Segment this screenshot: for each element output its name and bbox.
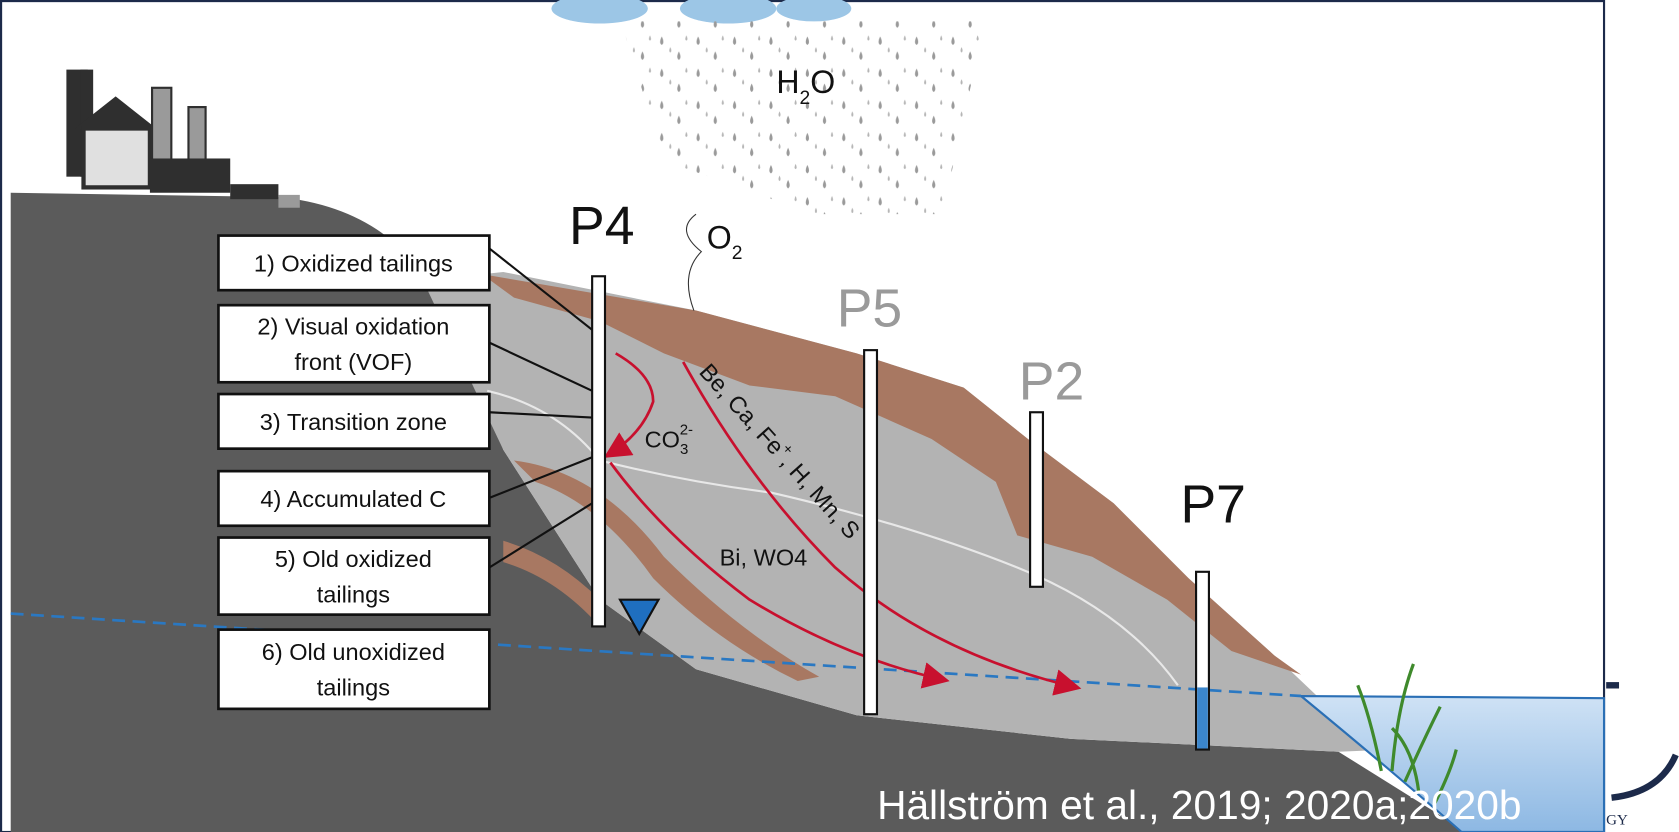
well-label: P2 [1019,352,1084,411]
carbonate-label-part: CO [645,427,680,453]
water-label-part: O [810,64,835,100]
layer-label: 1) Oxidized tailings [254,250,453,276]
layer-label: 6) Old unoxidized [262,639,445,665]
well-label: P5 [837,280,902,339]
downstream-label: Bi, WO4 [720,544,808,570]
well-label: P4 [569,197,634,256]
logo-text: GY [1606,813,1628,829]
well-label: P7 [1180,476,1245,535]
layer-label: 4) Accumulated C [260,486,446,512]
logo-fragment: GY [1606,685,1676,828]
oxygen-label-part: O [707,219,732,255]
water-label-part: H [776,64,799,100]
well-pipe [864,350,877,714]
layer-label: 2) Visual oxidation [257,314,449,340]
carbonate-label-part: 2- [680,422,693,439]
layer-label: front (VOF) [294,349,412,375]
diagram: 1) Oxidized tailings 2) Visual oxidation f… [0,0,1679,832]
citation: Hällström et al., 2019; 2020a;2020b [877,782,1521,828]
layer-label: 5) Old oxidized [275,546,432,572]
oxygen-label-part: 2 [732,243,743,264]
well-pipe [592,276,605,626]
layer-label: tailings [317,581,390,607]
layer-label: 3) Transition zone [260,409,447,435]
carbonate-label-part: 3 [680,441,688,458]
layer-label: tailings [317,674,390,700]
well-water [1197,687,1208,748]
well-pipe [1030,412,1043,587]
water-label-part: 2 [800,88,811,109]
